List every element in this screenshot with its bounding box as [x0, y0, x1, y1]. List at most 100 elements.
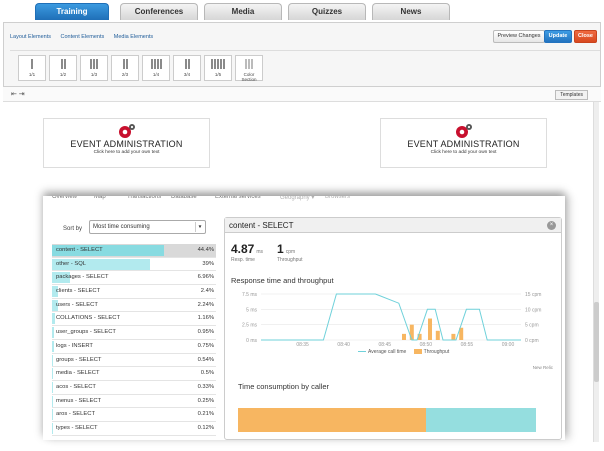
layout-option-label: 1/4 [152, 72, 160, 77]
apm-nav-item[interactable]: Overview [52, 196, 78, 200]
tab-media[interactable]: Media [204, 3, 282, 20]
list-item-percent: 1.16% [197, 315, 214, 322]
tab-quizzes[interactable]: Quizzes [288, 3, 366, 20]
caller-segment [425, 408, 536, 432]
list-item[interactable]: aros - SELECT 0.21% [52, 408, 216, 422]
event-header-right[interactable]: EVENT ADMINISTRATION Click here to add y… [380, 118, 547, 168]
layout-option-4[interactable]: 1/4 [142, 55, 170, 81]
apm-nav-item[interactable]: Transactions [127, 196, 162, 200]
y-left-tick: 0 ms [246, 338, 257, 344]
list-item[interactable]: packages - SELECT 6.96% [52, 271, 216, 286]
percent-bar [52, 340, 54, 352]
apm-nav-item[interactable]: Database [171, 196, 197, 200]
columns-icon [19, 59, 45, 69]
layout-option-7[interactable]: Color Section [235, 55, 263, 82]
percent-bar [52, 272, 70, 284]
columns-icon [174, 59, 200, 69]
list-item[interactable]: COLLATIONS - SELECT 1.16% [52, 312, 216, 327]
caller-title: Time consumption by caller [238, 382, 330, 391]
legend-throughput: Throughput [423, 349, 450, 355]
subtab-media[interactable]: Media Elements [113, 34, 154, 40]
list-item-name: clients - SELECT [56, 288, 101, 295]
response-throughput-chart: 7.5 ms 15 cpm 5 ms 10 cpm 2.5 ms 5 cpm 0 ms 0 c… [242, 292, 541, 346]
detail-card: content - SELECT × 4.87 ms Resp. time 1 cp… [224, 217, 562, 440]
throughput-metric: 1 cpm Throughput [277, 242, 303, 263]
layout-option-1[interactable]: 1/2 [49, 55, 77, 81]
throughput-bar [459, 327, 464, 340]
sort-select[interactable]: Most time consuming ▾ [89, 220, 206, 234]
percent-bar [52, 258, 151, 270]
avg-call-time-line [261, 293, 521, 341]
layout-option-label: 1/3 [90, 72, 98, 77]
layout-option-3[interactable]: 2/3 [111, 55, 139, 81]
list-item-name: groups - SELECT [56, 356, 102, 363]
undo-redo-icon[interactable]: ⇤ ⇥ [11, 91, 25, 98]
gear-logo-icon [118, 124, 135, 138]
list-item-name: packages - SELECT [56, 274, 109, 281]
close-button[interactable]: Close [574, 30, 597, 43]
list-item[interactable]: users - SELECT 2.24% [52, 299, 216, 313]
percent-bar [52, 368, 54, 380]
list-item-percent: 39% [202, 260, 214, 267]
list-item-name: COLLATIONS - SELECT [56, 315, 120, 322]
list-item[interactable]: other - SQL 39% [52, 258, 216, 272]
transaction-list: content - SELECT 44.4% other - SQL 39% packa… [52, 244, 216, 436]
apm-nav-item[interactable]: Geography ▾ [280, 196, 315, 201]
list-item[interactable]: menus - SELECT 0.25% [52, 395, 216, 409]
list-item-percent: 0.33% [197, 383, 214, 390]
templates-button[interactable]: Templates [555, 90, 588, 100]
page-builder-panel: Layout Elements Content Elements Media E… [3, 22, 601, 87]
caller-stack-bar [238, 408, 536, 432]
list-item-name: logs - INSERT [56, 342, 93, 349]
list-item[interactable]: acos - SELECT 0.33% [52, 381, 216, 395]
list-item-name: user_groups - SELECT [56, 329, 116, 336]
list-item[interactable]: logs - INSERT 0.75% [52, 340, 216, 354]
columns-icon [112, 59, 138, 69]
chart-title: Response time and throughput [231, 276, 334, 285]
list-item[interactable]: user_groups - SELECT 0.95% [52, 326, 216, 340]
resp-time-value: 4.87 [231, 242, 255, 256]
gear-logo-icon [455, 124, 472, 138]
list-item-name: types - SELECT [56, 424, 98, 431]
layout-option-label: 1/1 [28, 72, 36, 77]
list-item[interactable]: types - SELECT 0.12% [52, 422, 216, 436]
layout-option-2[interactable]: 1/3 [80, 55, 108, 81]
apm-nav-item[interactable]: External services [215, 196, 261, 200]
tab-news[interactable]: News [372, 3, 450, 20]
tab-conferences[interactable]: Conferences [120, 3, 198, 20]
close-icon[interactable]: × [547, 221, 556, 230]
subtab-layout[interactable]: Layout Elements [10, 34, 51, 40]
layout-elements-row: 1/1 1/2 1/3 2/3 1/4 3/4 1/5 Color Section [10, 50, 600, 82]
layout-option-0[interactable]: 1/1 [18, 55, 46, 81]
apm-nav-item[interactable]: Map [94, 196, 106, 200]
event-title: EVENT ADMINISTRATION [70, 139, 183, 149]
percent-bar [52, 354, 54, 366]
apm-nav: Overview Map Transactions Database External … [43, 196, 565, 204]
layout-option-5[interactable]: 3/4 [173, 55, 201, 81]
list-item-percent: 2.4% [200, 288, 214, 295]
list-item-name: aros - SELECT [56, 411, 95, 418]
legend-avg-call: Average call time [368, 349, 407, 355]
list-item[interactable]: media - SELECT 0.5% [52, 367, 216, 381]
apm-nav-item[interactable]: Browsers [325, 196, 351, 200]
layout-option-label: Color Section [241, 72, 257, 82]
resp-time-unit: ms [256, 249, 264, 255]
layout-option-label: 2/3 [121, 72, 129, 77]
list-item[interactable]: groups - SELECT 0.54% [52, 354, 216, 368]
list-item[interactable]: content - SELECT 44.4% [52, 244, 216, 258]
list-item-name: users - SELECT [56, 301, 98, 308]
event-header-left[interactable]: EVENT ADMINISTRATION Click here to add y… [43, 118, 210, 168]
new-relic-link[interactable]: New Relic [532, 365, 553, 370]
preview-changes-button[interactable]: Preview Changes [493, 30, 545, 43]
list-item-name: acos - SELECT [56, 383, 96, 390]
tab-training[interactable]: Training [35, 3, 109, 20]
list-item[interactable]: clients - SELECT 2.4% [52, 285, 216, 299]
page-scrollbar[interactable] [593, 102, 599, 442]
detail-title: content - SELECT [225, 218, 561, 233]
layout-option-6[interactable]: 1/5 [204, 55, 232, 81]
columns-icon [81, 59, 107, 69]
y-left-tick: 7.5 ms [242, 292, 258, 298]
subtab-content[interactable]: Content Elements [60, 34, 105, 40]
list-item-name: menus - SELECT [56, 397, 102, 404]
update-button[interactable]: Update [544, 30, 572, 43]
